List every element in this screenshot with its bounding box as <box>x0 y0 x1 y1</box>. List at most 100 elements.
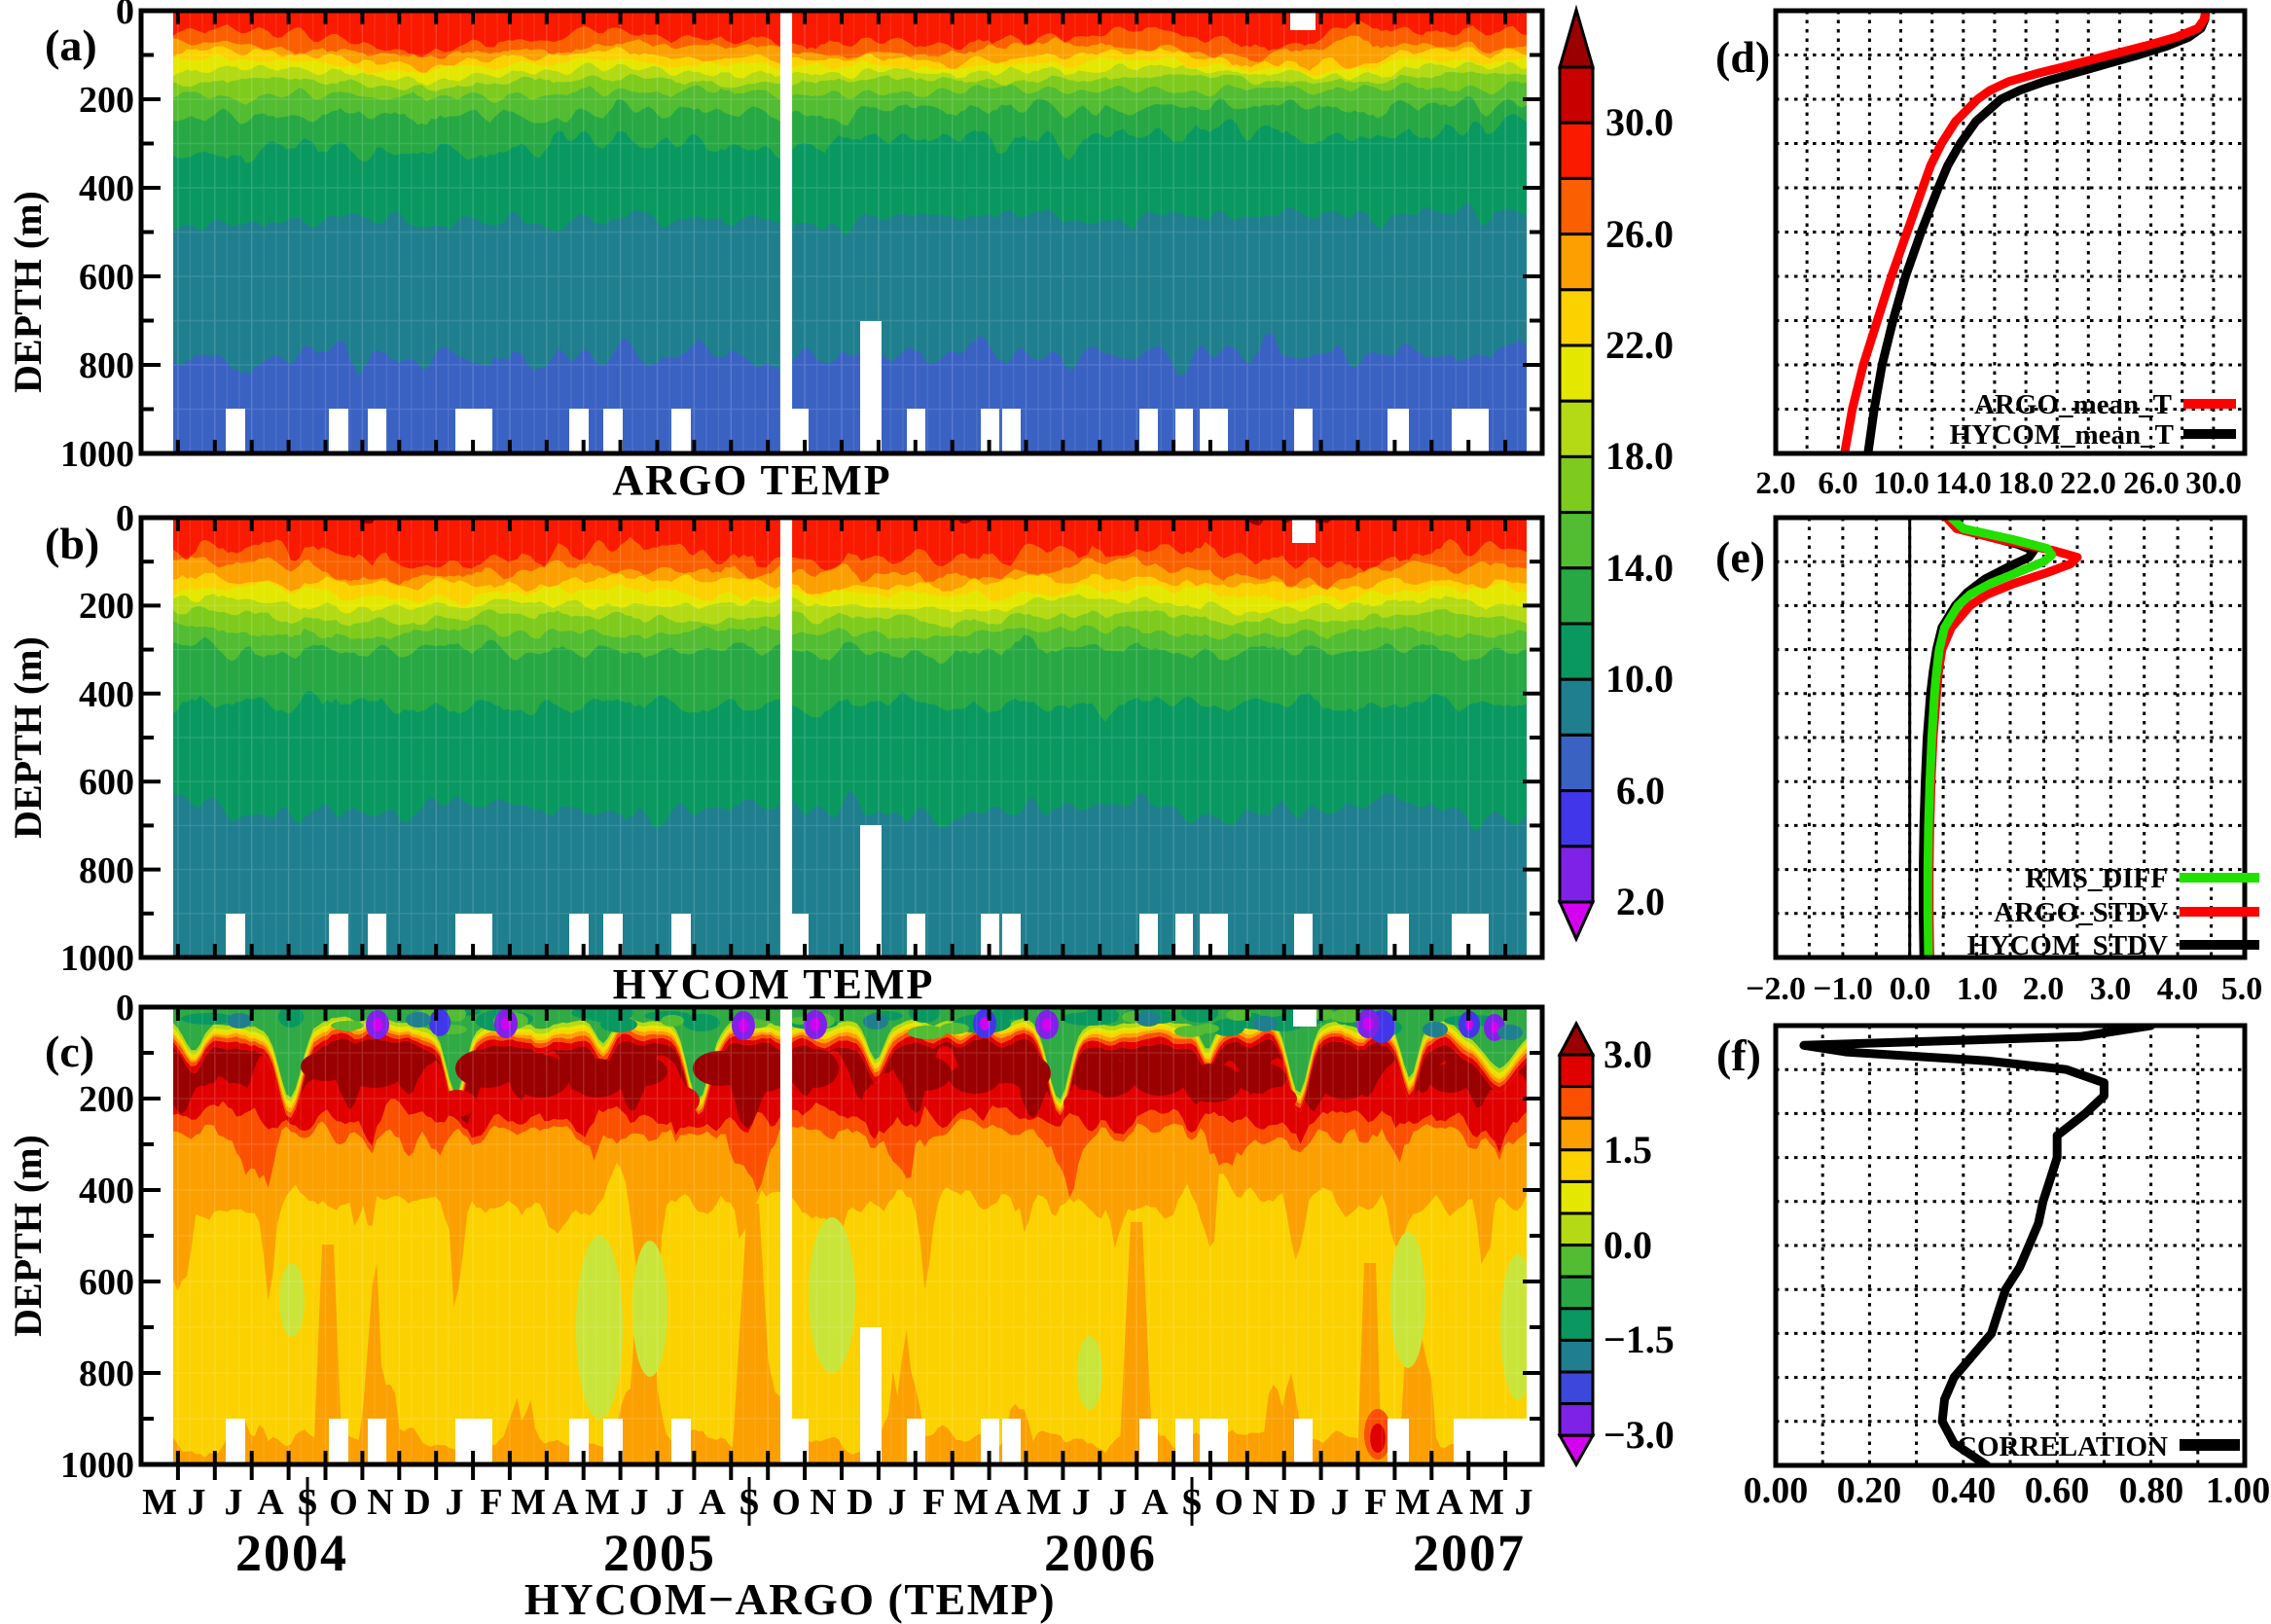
svg-text:2.0: 2.0 <box>1755 466 1795 501</box>
svg-text:18.0: 18.0 <box>1998 466 2054 501</box>
svg-text:400: 400 <box>79 168 134 209</box>
svg-text:N: N <box>1252 1482 1279 1523</box>
svg-text:18.0: 18.0 <box>1605 434 1674 478</box>
svg-text:CORRELATION: CORRELATION <box>1957 1431 2168 1462</box>
svg-text:26.0: 26.0 <box>2123 466 2180 501</box>
svg-text:A: A <box>1141 1482 1169 1523</box>
svg-text:1.00: 1.00 <box>2206 1470 2271 1511</box>
svg-text:ARGO_mean_T: ARGO_mean_T <box>1974 389 2172 420</box>
svg-text:M: M <box>1027 1482 1062 1523</box>
svg-text:0.0: 0.0 <box>1890 971 1931 1007</box>
svg-text:J: J <box>446 1482 464 1523</box>
svg-text:30.0: 30.0 <box>1605 100 1674 144</box>
svg-text:800: 800 <box>79 1353 134 1394</box>
svg-text:O: O <box>1214 1482 1244 1523</box>
svg-text:4.0: 4.0 <box>2157 971 2199 1007</box>
svg-text:−3.0: −3.0 <box>1604 1413 1675 1457</box>
svg-text:(a): (a) <box>45 20 97 70</box>
svg-text:400: 400 <box>79 1171 134 1211</box>
svg-text:J: J <box>667 1482 685 1523</box>
svg-text:J: J <box>225 1482 243 1523</box>
svg-text:J: J <box>888 1482 907 1523</box>
svg-text:DEPTH (m): DEPTH (m) <box>6 191 50 393</box>
svg-text:ARGO_STDV: ARGO_STDV <box>1994 897 2168 928</box>
svg-text:200: 200 <box>79 1079 134 1120</box>
svg-text:2007: 2007 <box>1413 1524 1526 1582</box>
svg-text:200: 200 <box>79 586 134 627</box>
svg-text:1000: 1000 <box>60 434 134 475</box>
svg-text:ARGO TEMP: ARGO TEMP <box>612 456 891 504</box>
svg-text:600: 600 <box>79 257 134 298</box>
svg-text:F: F <box>922 1482 945 1523</box>
svg-text:J: J <box>1109 1482 1128 1523</box>
svg-text:HYCOM−ARGO (TEMP): HYCOM−ARGO (TEMP) <box>524 1574 1056 1624</box>
svg-text:0.00: 0.00 <box>1744 1470 1809 1511</box>
svg-text:2006: 2006 <box>1044 1524 1157 1582</box>
svg-text:(f): (f) <box>1716 1030 1761 1080</box>
svg-text:−1.5: −1.5 <box>1604 1317 1675 1361</box>
svg-text:RMS_DIFF: RMS_DIFF <box>2025 863 2168 894</box>
svg-text:A: A <box>1436 1482 1463 1523</box>
svg-text:400: 400 <box>79 674 134 715</box>
svg-text:N: N <box>810 1482 836 1523</box>
svg-text:800: 800 <box>79 850 134 891</box>
svg-text:0.60: 0.60 <box>2025 1470 2090 1511</box>
svg-text:(b): (b) <box>45 519 99 568</box>
svg-text:M: M <box>585 1482 620 1523</box>
svg-text:A: A <box>257 1482 284 1523</box>
svg-text:−2.0: −2.0 <box>1746 971 1806 1007</box>
svg-text:1.0: 1.0 <box>1957 971 1999 1007</box>
svg-text:14.0: 14.0 <box>1605 546 1674 590</box>
svg-text:1.5: 1.5 <box>1604 1128 1652 1172</box>
svg-text:HYCOM TEMP: HYCOM TEMP <box>613 960 935 1008</box>
svg-text:F: F <box>480 1482 502 1523</box>
svg-text:F: F <box>1364 1482 1387 1523</box>
svg-text:6.0: 6.0 <box>1616 769 1665 812</box>
svg-text:0: 0 <box>116 988 134 1029</box>
svg-text:J: J <box>188 1482 206 1523</box>
svg-text:HYCOM_mean_T: HYCOM_mean_T <box>1950 419 2174 451</box>
svg-text:2004: 2004 <box>235 1524 348 1582</box>
svg-text:N: N <box>367 1482 393 1523</box>
svg-text:O: O <box>772 1482 801 1523</box>
svg-text:22.0: 22.0 <box>1605 323 1674 367</box>
svg-text:0.0: 0.0 <box>1604 1223 1652 1267</box>
svg-text:10.0: 10.0 <box>1605 657 1674 701</box>
svg-text:J: J <box>1331 1482 1350 1523</box>
svg-text:(c): (c) <box>45 1027 94 1076</box>
svg-text:10.0: 10.0 <box>1873 466 1929 501</box>
svg-text:2.0: 2.0 <box>2023 971 2065 1007</box>
svg-text:A: A <box>699 1482 726 1523</box>
svg-text:800: 800 <box>79 345 134 386</box>
svg-text:1000: 1000 <box>60 1445 134 1486</box>
svg-text:2005: 2005 <box>603 1524 716 1582</box>
svg-text:0.80: 0.80 <box>2119 1470 2184 1511</box>
svg-text:D: D <box>847 1482 873 1523</box>
svg-text:0: 0 <box>116 498 134 539</box>
svg-text:1000: 1000 <box>60 938 134 979</box>
svg-text:O: O <box>329 1482 358 1523</box>
svg-text:5.0: 5.0 <box>2221 971 2263 1007</box>
svg-text:2.0: 2.0 <box>1616 880 1665 923</box>
svg-text:−1.0: −1.0 <box>1813 971 1873 1007</box>
svg-text:(e): (e) <box>1715 532 1765 582</box>
svg-text:600: 600 <box>79 762 134 803</box>
svg-text:M: M <box>142 1482 177 1523</box>
svg-text:200: 200 <box>79 80 134 121</box>
svg-text:DEPTH (m): DEPTH (m) <box>6 1135 50 1337</box>
svg-text:30.0: 30.0 <box>2185 466 2242 501</box>
svg-text:DEPTH (m): DEPTH (m) <box>6 636 50 839</box>
svg-text:3.0: 3.0 <box>1604 1032 1652 1076</box>
svg-text:J: J <box>1515 1482 1533 1523</box>
svg-text:26.0: 26.0 <box>1605 212 1674 256</box>
svg-text:M: M <box>954 1482 989 1523</box>
svg-text:0.40: 0.40 <box>1931 1470 1997 1511</box>
svg-text:3.0: 3.0 <box>2090 971 2132 1007</box>
svg-text:(d): (d) <box>1715 32 1770 82</box>
svg-text:J: J <box>631 1482 649 1523</box>
svg-text:M: M <box>1469 1482 1504 1523</box>
svg-text:6.0: 6.0 <box>1818 466 1857 501</box>
svg-text:A: A <box>994 1482 1022 1523</box>
svg-text:22.0: 22.0 <box>2060 466 2116 501</box>
svg-text:D: D <box>1289 1482 1316 1523</box>
